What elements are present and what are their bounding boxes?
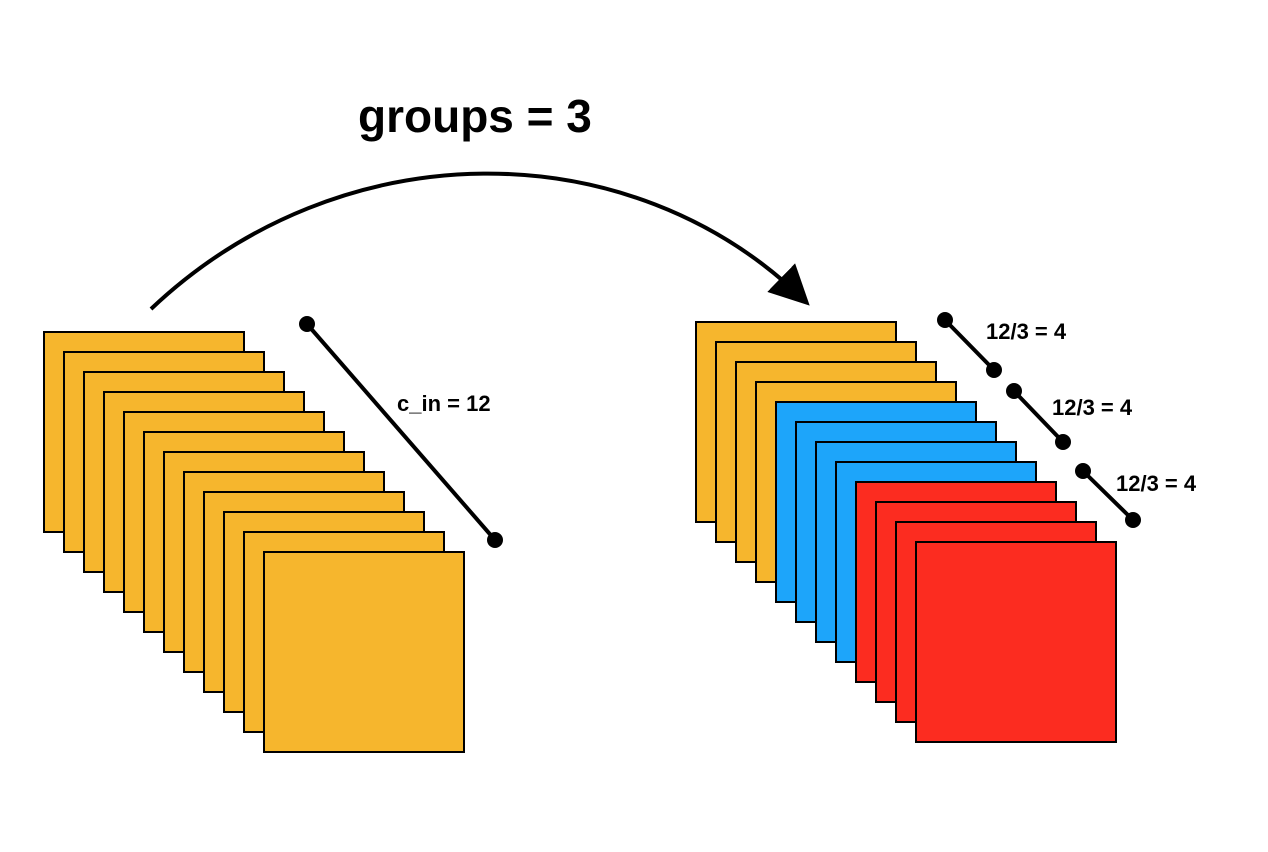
group-label-1: 12/3 = 4 bbox=[986, 319, 1067, 344]
group-indicator-2 bbox=[1006, 383, 1071, 450]
indicator-line bbox=[943, 318, 996, 372]
group-label-3: 12/3 = 4 bbox=[1116, 471, 1197, 496]
input-channel-stack bbox=[43, 331, 465, 753]
indicator-dot bbox=[487, 532, 503, 548]
input-channel-label: c_in = 12 bbox=[397, 391, 491, 416]
indicator-line bbox=[305, 322, 497, 542]
indicator-dot bbox=[986, 362, 1002, 378]
output-channel-stack bbox=[695, 321, 1117, 743]
group-indicator-3 bbox=[1075, 463, 1141, 528]
output-channel-square-group-3 bbox=[915, 541, 1117, 743]
indicator-line bbox=[1081, 469, 1135, 522]
indicator-dot bbox=[299, 316, 315, 332]
diagram-title: groups = 3 bbox=[358, 90, 592, 142]
input-channel-indicator bbox=[299, 316, 503, 548]
group-indicator-1 bbox=[937, 312, 1002, 378]
indicator-dot bbox=[1055, 434, 1071, 450]
indicator-dot bbox=[937, 312, 953, 328]
indicator-dot bbox=[1125, 512, 1141, 528]
input-channel-square bbox=[263, 551, 465, 753]
indicator-dot bbox=[1075, 463, 1091, 479]
indicator-line bbox=[1012, 389, 1065, 444]
transform-arrow bbox=[149, 171, 810, 311]
indicator-dot bbox=[1006, 383, 1022, 399]
group-label-2: 12/3 = 4 bbox=[1052, 395, 1133, 420]
